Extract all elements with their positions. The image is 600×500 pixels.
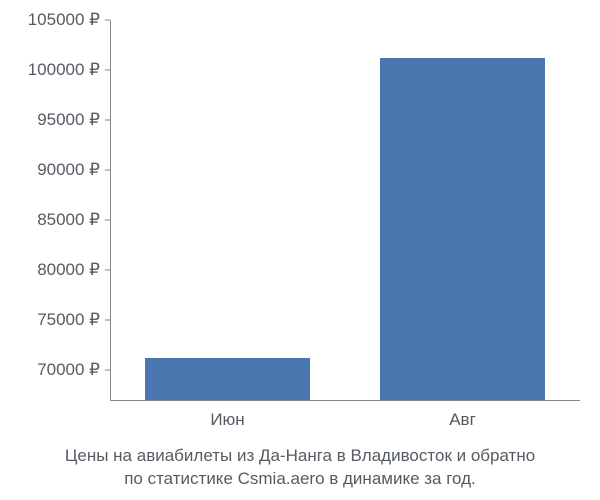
- plot-area: [110, 20, 580, 400]
- y-tick-label: 90000 ₽: [0, 160, 100, 180]
- x-tick-label: Июн: [210, 410, 244, 430]
- y-tick-label: 105000 ₽: [0, 10, 100, 30]
- price-bar-chart: 70000 ₽ 75000 ₽ 80000 ₽ 85000 ₽ 90000 ₽ 95000…: [0, 0, 600, 500]
- x-axis-line: [110, 400, 580, 401]
- y-tick-label: 70000 ₽: [0, 360, 100, 380]
- y-tick-label: 85000 ₽: [0, 210, 100, 230]
- caption-line-1: Цены на авиабилеты из Да-Нанга в Владиво…: [0, 445, 600, 468]
- x-tick-label: Авг: [449, 410, 476, 430]
- y-tick-label: 95000 ₽: [0, 110, 100, 130]
- caption-line-2: по статистике Csmia.aero в динамике за г…: [0, 468, 600, 491]
- bar: [145, 358, 310, 400]
- y-tick-label: 75000 ₽: [0, 310, 100, 330]
- y-tick-label: 100000 ₽: [0, 60, 100, 80]
- y-tick-label: 80000 ₽: [0, 260, 100, 280]
- bar: [380, 58, 545, 400]
